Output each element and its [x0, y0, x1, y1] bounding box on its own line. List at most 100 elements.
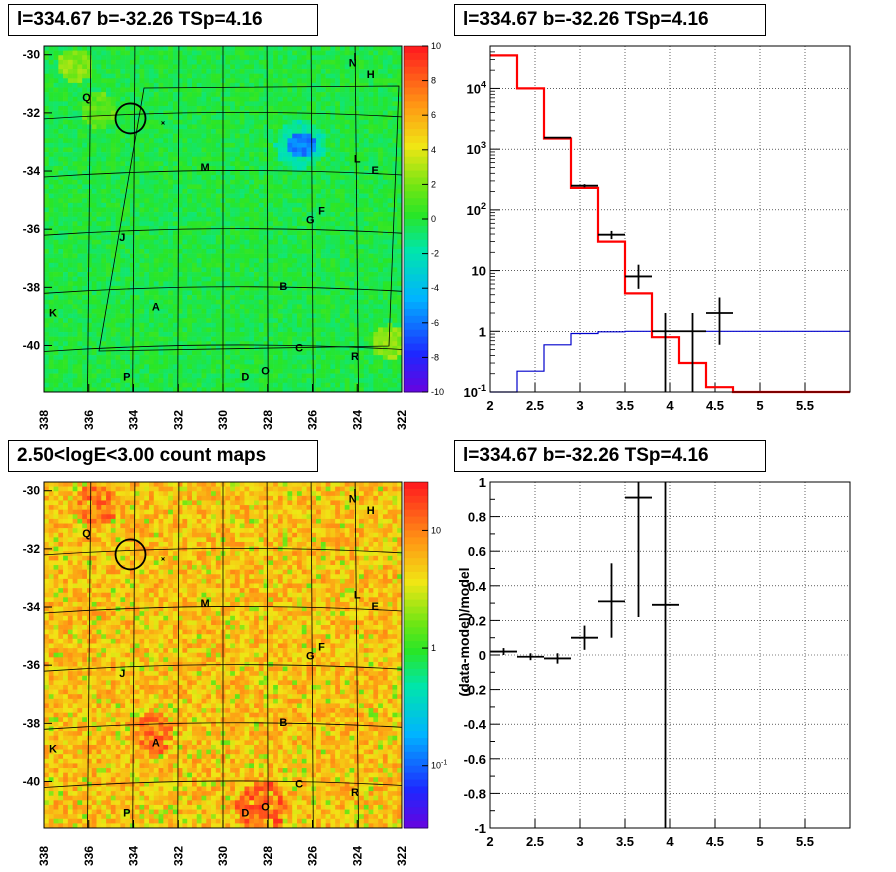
map1-parallel [43, 170, 403, 178]
residual-ytick-label: 1 [479, 475, 486, 490]
map1-cbar-label: -4 [431, 283, 439, 293]
map2-xtick-label: 326 [306, 846, 320, 866]
map1-cbar-label: 8 [431, 76, 436, 86]
map1-ytick-label: -34 [23, 164, 41, 178]
map2-source-label: H [367, 505, 375, 517]
map1-source-label: B [279, 281, 287, 293]
map2-xtick-label: 328 [261, 846, 275, 866]
map2-ytick-label: -32 [23, 542, 41, 556]
map2-cbar-label: 10 [431, 525, 441, 535]
map1-target-marker [161, 121, 165, 125]
map1-target-circle [114, 102, 147, 135]
map1-xtick-label: 322 [395, 410, 409, 430]
map2-source-label: N [349, 493, 357, 505]
map1-source-label: G [306, 214, 315, 226]
residual-data-point [598, 563, 625, 638]
map2-source-label: D [241, 807, 249, 819]
spectrum-xtick-label: 2.5 [526, 398, 544, 413]
map1-source-label: K [49, 307, 57, 319]
map2-meridian [177, 481, 180, 829]
map1-source-label: D [241, 371, 249, 383]
residual-ytick-label: -0.4 [464, 717, 487, 732]
map1-source-label: H [367, 69, 375, 81]
spectrum-ytick-label: 104 [467, 79, 486, 96]
map2-ytick-label: -30 [23, 484, 41, 498]
map1-source-label: M [201, 162, 210, 174]
map2-target-marker [161, 557, 165, 561]
map2-source-label: F [318, 642, 325, 654]
map2-coord-grid [43, 481, 403, 829]
map2-source-label: G [306, 650, 315, 662]
map1-cbar-label: 10 [431, 41, 441, 51]
map2-source-label: B [279, 717, 287, 729]
map1-parallel [43, 286, 403, 294]
map1-xtick-label: 338 [37, 410, 51, 430]
map2-ytick-label: -36 [23, 658, 41, 672]
map1-xtick-label: 336 [82, 410, 96, 430]
map1-xtick-label: 334 [127, 410, 141, 430]
spectrum-data-point [679, 313, 706, 392]
residual-xtick-label: 2 [486, 834, 493, 849]
map2-source-label: K [49, 743, 57, 755]
map1-source-label: F [318, 206, 325, 218]
spectrum-data-point [625, 264, 652, 289]
spectrum-xtick-label: 4.5 [706, 398, 724, 413]
residual-data-point [571, 625, 598, 650]
spectrum-xtick-label: 2 [486, 398, 493, 413]
map1-ytick-label: -32 [23, 106, 41, 120]
residual-ylabel: (data-model)/model [456, 567, 472, 696]
residual-ytick-label: -0.2 [464, 683, 486, 698]
residual-ytick-label: 0.4 [468, 579, 487, 594]
map2-xtick-label: 330 [216, 846, 230, 866]
map2-source-label: E [371, 601, 378, 613]
spectrum-data-point [571, 184, 598, 188]
map2-cbar-label: 1 [431, 643, 436, 653]
spectrum-xtick-label: 3.5 [616, 398, 634, 413]
residual-data-point [652, 482, 679, 828]
map1-source-label: O [261, 366, 270, 378]
map2-ytick-label: -38 [23, 716, 41, 730]
residual-ytick-label: 0.2 [468, 613, 486, 628]
residual-xtick-label: 3.5 [616, 834, 634, 849]
map2-meridian [354, 481, 359, 829]
map1-source-label: C [295, 342, 303, 354]
map2-title: 2.50<logE<3.00 count maps [8, 440, 318, 472]
map2-target-circle [114, 538, 147, 571]
map1-colorbar [404, 46, 428, 393]
map2-meridian [310, 481, 314, 829]
map1-source-label: Q [82, 92, 91, 104]
map2-xtick-label: 322 [395, 846, 409, 866]
spectrum-ytick-label: 103 [467, 140, 486, 157]
map1-parallel [43, 344, 403, 352]
residual-xtick-label: 2.5 [526, 834, 544, 849]
residual-ytick-label: -0.8 [464, 786, 486, 801]
map1-cbar-label: 4 [431, 145, 436, 155]
residual-grid [490, 482, 850, 828]
residual-xtick-label: 5 [756, 834, 763, 849]
map1-xtick-label: 326 [306, 410, 320, 430]
map1-meridian [87, 45, 92, 393]
spectrum-xtick-label: 4 [666, 398, 674, 413]
map2-colorbar-frame [403, 481, 429, 829]
residual-ytick-label: -0.6 [464, 752, 486, 767]
map2-xtick-label: 336 [82, 846, 96, 866]
map1-source-label: R [351, 351, 359, 363]
map1-xtick-label: 328 [261, 410, 275, 430]
map1-cbar-label: -10 [431, 387, 444, 397]
map1-source-label: L [354, 153, 361, 165]
map1-xtick-label: 330 [216, 410, 230, 430]
map2-ytick-label: -34 [23, 600, 41, 614]
map1-source-label: N [349, 57, 357, 69]
residual-xtick-label: 3 [576, 834, 583, 849]
map2-parallel [43, 780, 403, 788]
residual-title: l=334.67 b=-32.26 TSp=4.16 [454, 440, 766, 472]
residual-ytick-label: 0.8 [468, 510, 486, 525]
map1-ytick-label: -30 [23, 48, 41, 62]
map2-colorbar [404, 482, 428, 829]
map1-ytick-label: -38 [23, 280, 41, 294]
map1-cbar-label: 6 [431, 110, 436, 120]
spectrum-xtick-label: 5 [756, 398, 763, 413]
map2-xtick-label: 332 [171, 846, 185, 866]
map1-meridian [266, 45, 269, 393]
